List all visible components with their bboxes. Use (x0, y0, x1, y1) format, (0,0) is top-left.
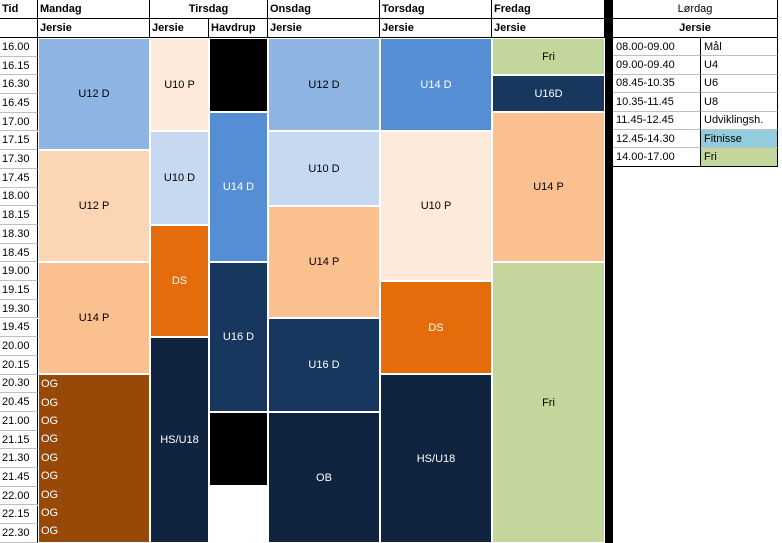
saturday-time: 08.00-09.00 (613, 38, 701, 57)
og-label: OG (41, 470, 59, 483)
wednesday-u10d-block[interactable]: U10 D (268, 131, 380, 206)
friday-u16d-block[interactable]: U16D (492, 75, 605, 112)
og-label: OG (41, 451, 59, 464)
thursday-hsu18-block[interactable]: HS/U18 (380, 374, 492, 543)
saturday-activity: U8 (701, 93, 778, 112)
subheader-tirsdag-havdrup: Havdrup (209, 19, 268, 38)
time-cell: 21.15 (0, 430, 38, 450)
header-lordag: Lørdag (613, 0, 778, 19)
saturday-time: 10.35-11.45 (613, 93, 701, 112)
time-cell: 21.00 (0, 412, 38, 431)
time-cell: 19.45 (0, 318, 38, 338)
wednesday-u12d-block[interactable]: U12 D (268, 38, 380, 131)
tuesday-jersie-u10p-block[interactable]: U10 P (150, 38, 209, 131)
subheader-torsdag: Jersie (380, 19, 492, 38)
time-cell: 16.00 (0, 38, 38, 57)
tuesday-jersie-u10d-block[interactable]: U10 D (150, 131, 209, 225)
time-cell: 17.00 (0, 112, 38, 132)
time-cell: 20.45 (0, 393, 38, 412)
og-label: OG (41, 488, 59, 501)
subheader-lordag: Jersie (613, 19, 778, 38)
time-cell: 21.45 (0, 468, 38, 487)
wednesday-u16d-block[interactable]: U16 D (268, 318, 380, 412)
time-cell: 19.15 (0, 281, 38, 300)
tuesday-havdrup-empty-block (209, 486, 268, 543)
header-torsdag: Torsdag (380, 0, 492, 19)
subheader-mandag: Jersie (38, 19, 150, 38)
saturday-activity: Fitnisse (701, 130, 778, 149)
time-cell: 19.30 (0, 299, 38, 319)
header-onsdag: Onsdag (268, 0, 380, 19)
time-cell: 19.00 (0, 262, 38, 282)
subheader-onsdag: Jersie (268, 19, 380, 38)
saturday-activity: U6 (701, 74, 778, 94)
tuesday-havdrup-black-block (209, 38, 268, 112)
time-cell: 16.45 (0, 94, 38, 113)
og-label: OG (41, 433, 59, 446)
saturday-activity: Udviklingsh. (701, 111, 778, 130)
time-cell: 17.30 (0, 150, 38, 169)
wednesday-ob-block[interactable]: OB (268, 412, 380, 543)
saturday-activity: Mål (701, 38, 778, 57)
og-label: OG (41, 414, 59, 427)
og-label: OG (41, 378, 59, 391)
time-cell: 20.00 (0, 337, 38, 356)
time-cell: 18.30 (0, 225, 38, 244)
header-tid: Tid (0, 0, 38, 19)
time-cell: 18.15 (0, 206, 38, 225)
tuesday-jersie-hsu18-block[interactable]: HS/U18 (150, 337, 209, 543)
thursday-ds-block[interactable]: DS (380, 281, 492, 374)
og-label: OG (41, 525, 59, 538)
saturday-activity: U4 (701, 56, 778, 75)
time-cell: 16.15 (0, 56, 38, 76)
time-cell: 20.30 (0, 374, 38, 394)
og-label: OG (41, 506, 59, 519)
day-separator (605, 0, 613, 543)
subheader-fredag: Jersie (492, 19, 605, 38)
monday-u12d-block[interactable]: U12 D (38, 38, 150, 150)
wednesday-u14p-block[interactable]: U14 P (268, 206, 380, 318)
saturday-activity: Fri (701, 148, 778, 167)
time-column: 16.00 16.15 16.30 16.45 17.00 17.15 17.3… (0, 38, 38, 543)
time-cell: 18.45 (0, 243, 38, 263)
monday-u12p-block[interactable]: U12 P (38, 150, 150, 262)
time-cell: 17.45 (0, 168, 38, 188)
thursday-u14d-block[interactable]: U14 D (380, 38, 492, 131)
saturday-time: 09.00-09.40 (613, 56, 701, 75)
og-label: OG (41, 396, 59, 409)
time-cell: 22.15 (0, 505, 38, 525)
tuesday-havdrup-black-block (209, 412, 268, 486)
saturday-time: 08.45-10.35 (613, 74, 701, 94)
monday-u14p-block[interactable]: U14 P (38, 262, 150, 374)
thursday-u10p-block[interactable]: U10 P (380, 131, 492, 281)
time-cell: 22.00 (0, 486, 38, 506)
time-cell: 20.15 (0, 355, 38, 375)
friday-fri-long-block[interactable]: Fri (492, 262, 605, 543)
time-cell: 17.15 (0, 131, 38, 151)
time-cell: 16.30 (0, 75, 38, 95)
saturday-time: 11.45-12.45 (613, 111, 701, 130)
tuesday-havdrup-u14d-block[interactable]: U14 D (209, 112, 268, 262)
friday-u14p-block[interactable]: U14 P (492, 112, 605, 262)
monday-og-block[interactable]: OG OG OG OG OG OG OG OG OG (38, 374, 150, 543)
time-cell: 21.30 (0, 449, 38, 469)
subheader-tid-empty (0, 19, 38, 38)
time-cell: 22.30 (0, 524, 38, 543)
subheader-tirsdag-jersie: Jersie (150, 19, 209, 38)
header-tirsdag: Tirsdag (150, 0, 268, 19)
tuesday-havdrup-u16d-block[interactable]: U16 D (209, 262, 268, 412)
saturday-time: 14.00-17.00 (613, 148, 701, 167)
header-fredag: Fredag (492, 0, 605, 19)
header-mandag: Mandag (38, 0, 150, 19)
time-cell: 18.00 (0, 187, 38, 207)
saturday-time: 12.45-14.30 (613, 130, 701, 149)
tuesday-jersie-ds-block[interactable]: DS (150, 225, 209, 337)
friday-fri-block[interactable]: Fri (492, 38, 605, 75)
